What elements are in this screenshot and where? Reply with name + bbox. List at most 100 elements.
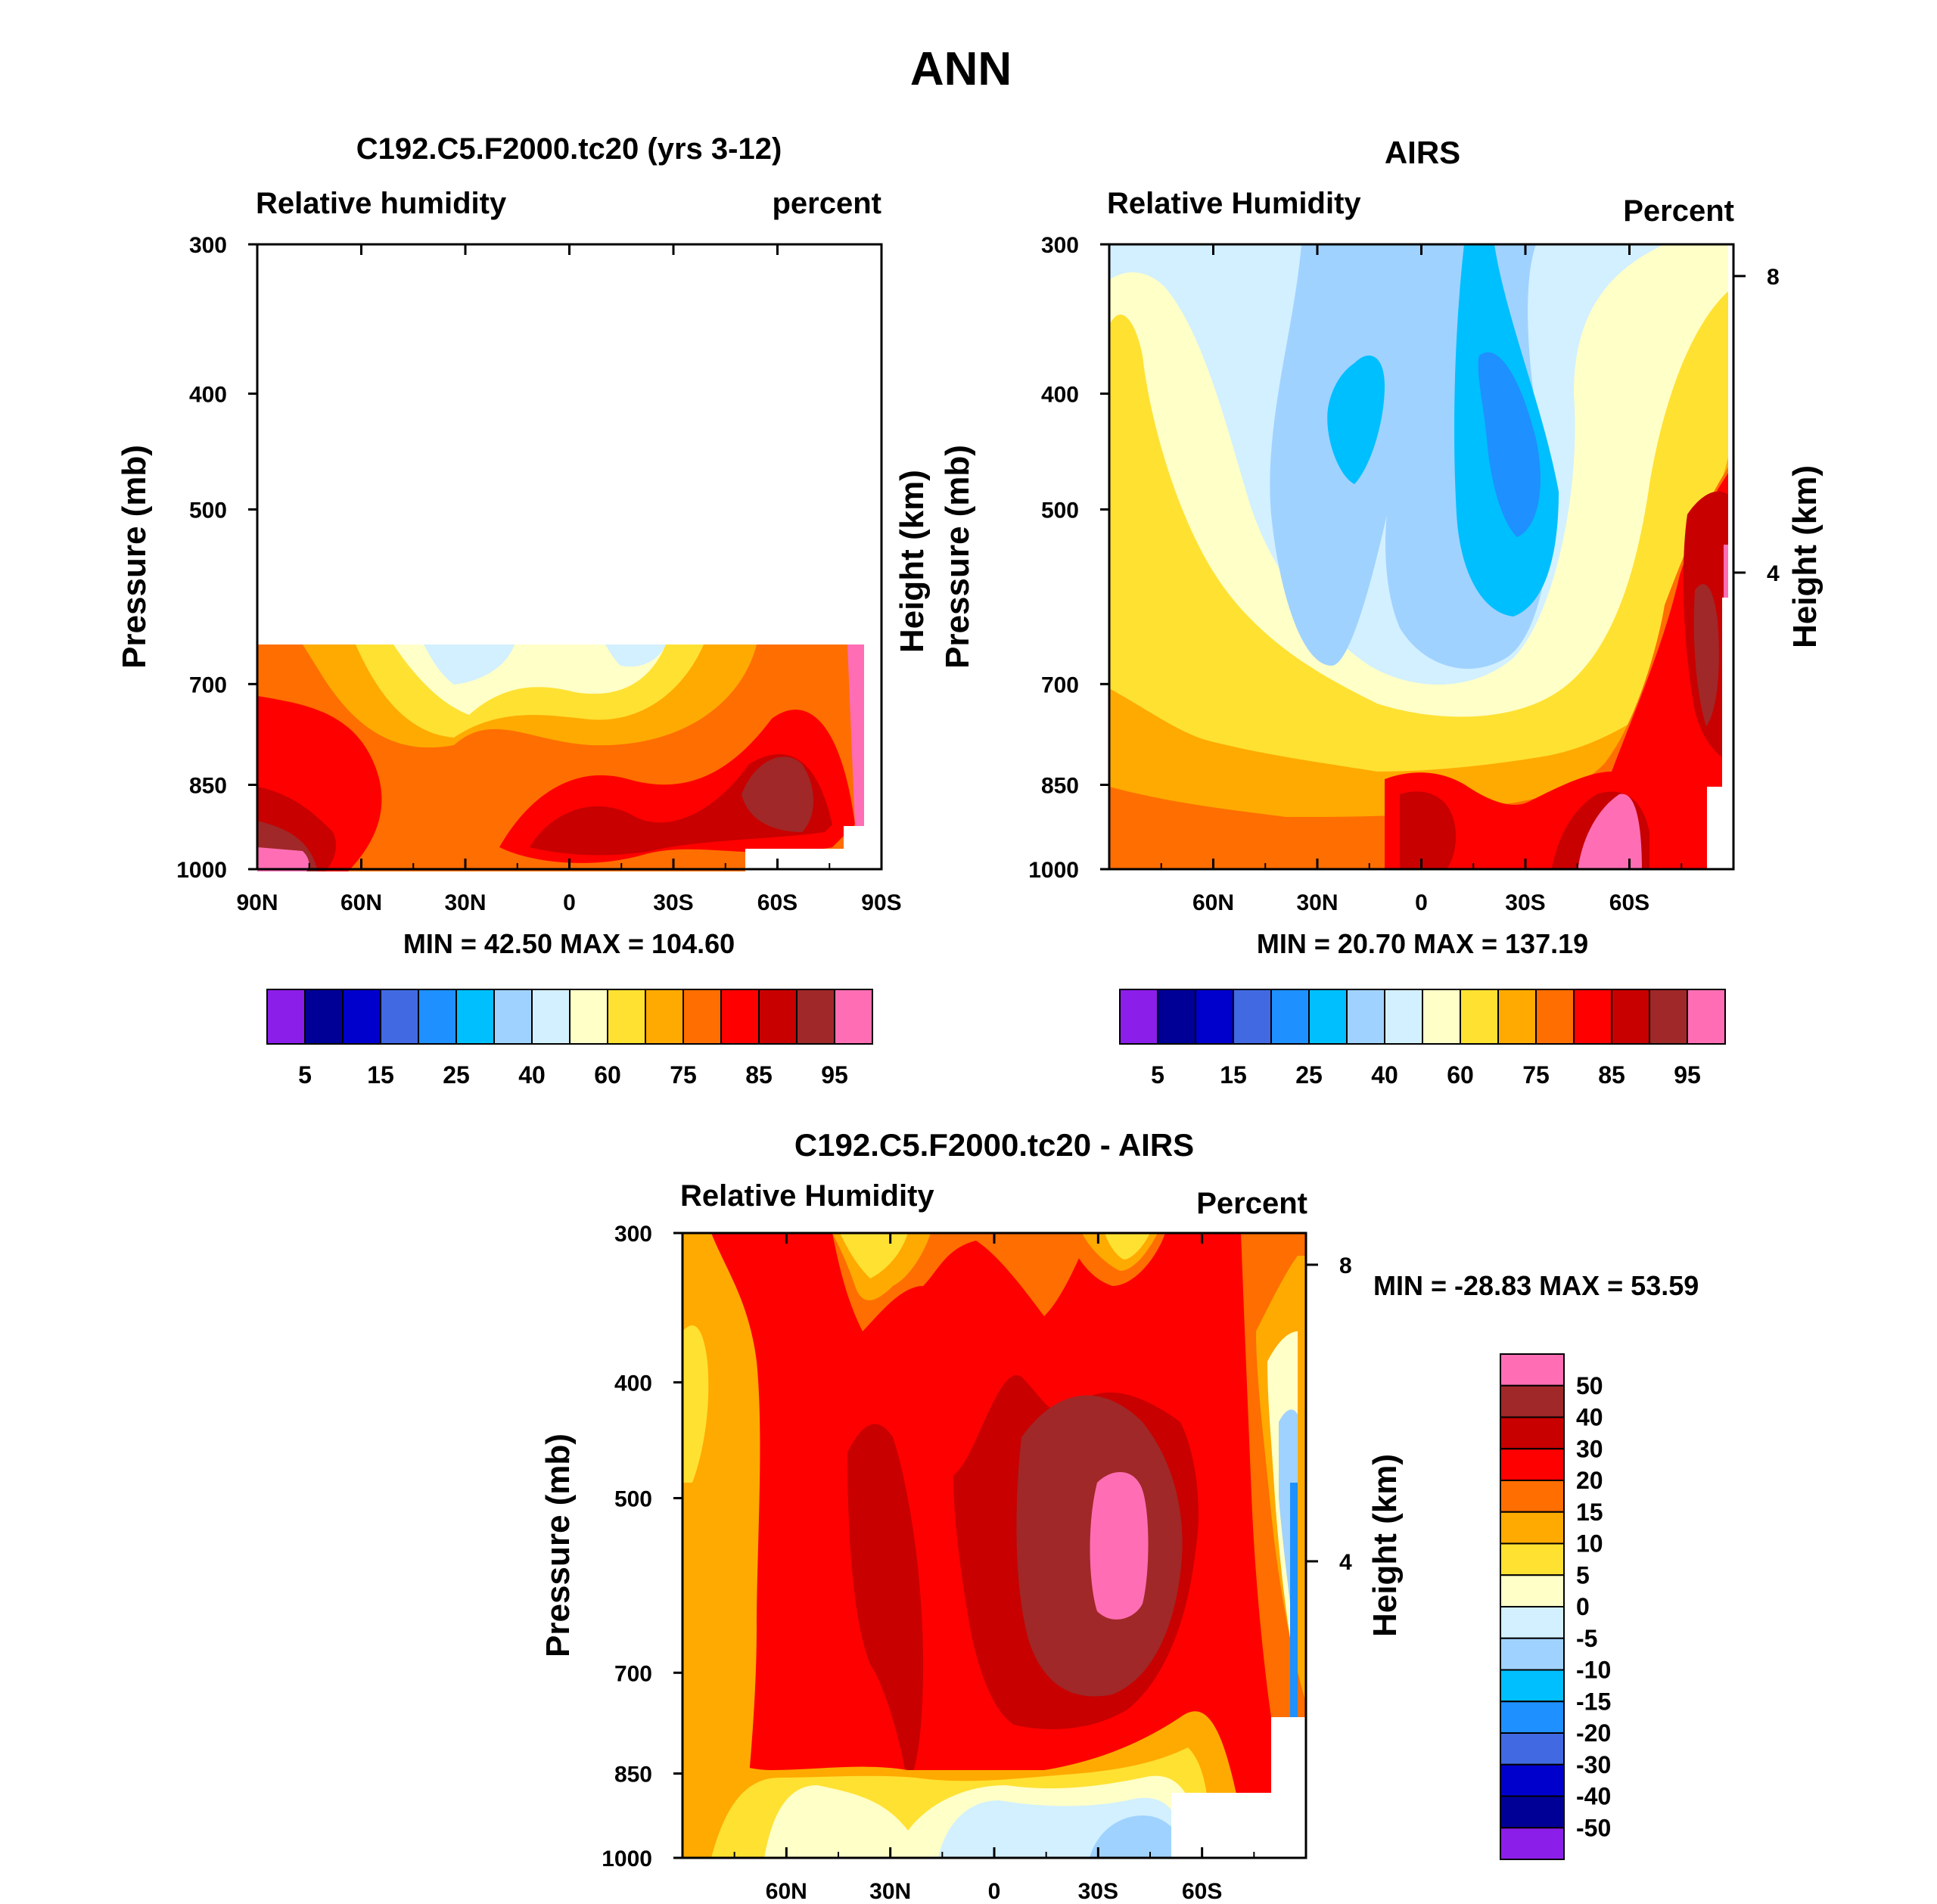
colorbar-swatch [569, 989, 608, 1045]
colorbar-swatch [455, 989, 495, 1045]
x-tick-label: 60N [340, 890, 382, 915]
panel-model-ylabel: Pressure (mb) [116, 445, 153, 669]
colorbar-tick-label: 25 [1295, 1061, 1323, 1089]
panel-model-right-label: percent [773, 187, 882, 220]
y-tick-label: 300 [189, 233, 227, 258]
x-tick-label: 90N [236, 890, 278, 915]
panel-obs-title: AIRS [1385, 135, 1460, 170]
x-tick-label: 30N [1296, 890, 1338, 915]
colorbar-tick-label: 75 [1522, 1061, 1550, 1089]
colorbar-tick-label: 10 [1576, 1530, 1603, 1558]
colorbar-swatch [1500, 1480, 1565, 1513]
colorbar-swatch [1346, 989, 1385, 1045]
colorbar-swatch [1500, 1795, 1565, 1829]
colorbar-tick-label: 75 [670, 1061, 697, 1089]
colorbar-swatch [342, 989, 381, 1045]
y-tick-label: 850 [1041, 774, 1079, 799]
x-tick-label: 90S [861, 890, 901, 915]
colorbar-tick-label: -50 [1576, 1814, 1611, 1841]
colorbar-swatch [1500, 1637, 1565, 1671]
y-tick-label: 1000 [176, 858, 227, 883]
colorbar-swatch [1500, 1606, 1565, 1639]
colorbar-swatch [1460, 989, 1499, 1045]
x-tick-label: 0 [563, 890, 576, 915]
colorbar-swatch [1500, 1542, 1565, 1576]
colorbar-swatch [645, 989, 684, 1045]
colorbar-swatch [607, 989, 646, 1045]
colorbar-tick-label: 40 [1576, 1404, 1603, 1431]
colorbar-tick-label: 5 [1576, 1561, 1590, 1589]
colorbar-swatch [1500, 1353, 1565, 1387]
y-tick-label: 400 [189, 382, 227, 407]
y-tick-label: 400 [614, 1371, 652, 1396]
x-tick-label: 60N [766, 1879, 807, 1904]
colorbar-swatch [1384, 989, 1423, 1045]
colorbar-swatch [1308, 989, 1348, 1045]
colorbar-swatch [1157, 989, 1196, 1045]
panel-obs-minmax: MIN = 20.70 MAX = 137.19 [1257, 928, 1588, 959]
y-tick-label: 500 [614, 1486, 652, 1511]
colorbar-swatch [720, 989, 760, 1045]
colorbar-tick-label: -30 [1576, 1751, 1611, 1778]
colorbar-swatch [1233, 989, 1272, 1045]
colorbar-swatch [1500, 1763, 1565, 1797]
colorbar-swatch [418, 989, 457, 1045]
y-tick-label: 700 [1041, 672, 1079, 697]
panel-model-minmax: MIN = 42.50 MAX = 104.60 [403, 928, 735, 959]
colorbar-swatch [1500, 1574, 1565, 1607]
colorbar-swatch [493, 989, 533, 1045]
figure-title: ANN [910, 43, 1012, 95]
colorbar-tick-label: -15 [1576, 1688, 1611, 1715]
colorbar-swatch [1500, 1827, 1565, 1860]
panel-obs-colorbar: 5 15 25 40 60 75 85 95 [1119, 989, 1726, 1089]
colorbar-tick-label: 15 [367, 1061, 394, 1089]
y-tick-label: 400 [1041, 382, 1079, 407]
panel-diff-ylabel: Pressure (mb) [539, 1433, 577, 1657]
colorbar-tick-label: 0 [1576, 1593, 1590, 1620]
colorbar-tick-label: 85 [1598, 1061, 1625, 1089]
panel-obs-right-axis-label: Height (km) [1786, 465, 1824, 648]
colorbar-swatch [1500, 1511, 1565, 1545]
colorbar-swatch [380, 989, 419, 1045]
colorbar-tick-label: 95 [1674, 1061, 1701, 1089]
colorbar-swatch [1500, 1669, 1565, 1703]
panel-model-title: C192.C5.F2000.tc20 (yrs 3-12) [356, 132, 782, 166]
colorbar-tick-label: 40 [518, 1061, 546, 1089]
panel-model: C192.C5.F2000.tc20 (yrs 3-12) Relative h… [116, 132, 902, 1089]
panel-diff-minmax: MIN = -28.83 MAX = 53.59 [1373, 1270, 1699, 1301]
colorbar-swatch [758, 989, 797, 1045]
colorbar-tick-label: -5 [1576, 1625, 1597, 1652]
panel-diff: C192.C5.F2000.tc20 - AIRS Relative Humid… [539, 1127, 1699, 1904]
colorbar-swatch [1535, 989, 1575, 1045]
colorbar-swatch [1500, 1448, 1565, 1481]
right-tick-label: 8 [1339, 1253, 1352, 1278]
colorbar-tick-label: 30 [1576, 1435, 1603, 1462]
right-tick-label: 4 [1767, 561, 1780, 586]
x-tick-label: 60S [1609, 890, 1649, 915]
y-tick-label: 700 [189, 672, 227, 697]
panel-obs-right-label: Percent [1623, 194, 1734, 228]
colorbar-swatch [1270, 989, 1310, 1045]
y-tick-label: 300 [614, 1222, 652, 1247]
x-tick-label: 30N [869, 1879, 911, 1904]
colorbar-tick-label: 40 [1371, 1061, 1398, 1089]
colorbar-swatch [796, 989, 835, 1045]
x-tick-label: 30S [1505, 890, 1545, 915]
y-tick-label: 1000 [1028, 858, 1079, 883]
colorbar-tick-label: 5 [1151, 1061, 1164, 1089]
panel-obs: AIRS Relative Humidity Percent 300400500… [894, 135, 1824, 1089]
colorbar-swatch [1573, 989, 1612, 1045]
panel-model-left-label: Relative humidity [256, 187, 507, 220]
x-tick-label: 60N [1192, 890, 1234, 915]
panel-diff-left-label: Relative Humidity [680, 1179, 934, 1213]
colorbar-tick-label: 60 [594, 1061, 621, 1089]
colorbar-tick-label: -10 [1576, 1657, 1611, 1684]
y-tick-label: 700 [614, 1661, 652, 1686]
colorbar-tick-label: 95 [821, 1061, 848, 1089]
panel-model-colorbar: 5 15 25 40 60 75 85 95 [266, 989, 873, 1089]
panel-obs-left-label: Relative Humidity [1107, 187, 1361, 220]
colorbar-tick-label: 85 [745, 1061, 773, 1089]
x-tick-label: 30S [653, 890, 693, 915]
colorbar-swatch [1687, 989, 1726, 1045]
